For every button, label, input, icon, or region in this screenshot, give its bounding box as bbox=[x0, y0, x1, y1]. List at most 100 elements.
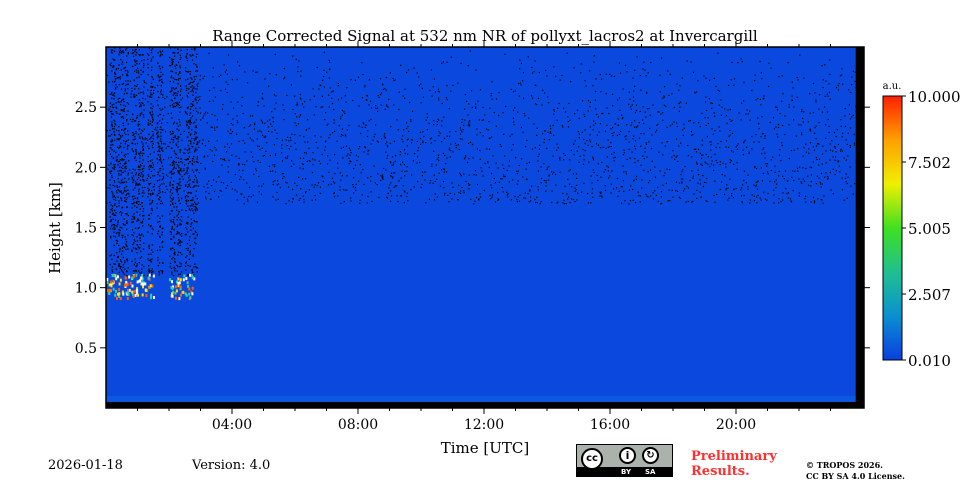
noise-pixel bbox=[122, 124, 125, 127]
noise-pixel bbox=[138, 169, 140, 171]
noise-pixel bbox=[196, 110, 198, 112]
noise-pixel bbox=[758, 141, 760, 143]
noise-pixel bbox=[115, 232, 117, 234]
noise-pixel bbox=[344, 112, 346, 115]
noise-pixel bbox=[174, 88, 176, 90]
cloud-pixel bbox=[125, 283, 128, 287]
noise-pixel bbox=[551, 201, 553, 204]
noise-pixel bbox=[181, 220, 183, 222]
noise-pixel bbox=[573, 143, 575, 146]
noise-pixel bbox=[178, 161, 180, 164]
noise-pixel bbox=[124, 128, 127, 130]
noise-pixel bbox=[291, 188, 294, 191]
noise-pixel bbox=[222, 182, 225, 184]
noise-pixel bbox=[522, 80, 524, 82]
noise-pixel bbox=[167, 175, 169, 178]
noise-pixel bbox=[392, 77, 394, 80]
noise-pixel bbox=[837, 143, 840, 146]
noise-pixel bbox=[774, 171, 776, 173]
noise-pixel bbox=[172, 94, 174, 96]
noise-pixel bbox=[120, 146, 122, 148]
noise-pixel bbox=[359, 199, 361, 202]
noise-pixel bbox=[158, 65, 161, 67]
noise-pixel bbox=[538, 153, 540, 155]
noise-pixel bbox=[503, 133, 505, 135]
noise-pixel bbox=[562, 126, 564, 128]
noise-pixel bbox=[108, 109, 110, 112]
noise-pixel bbox=[809, 112, 811, 114]
noise-pixel bbox=[493, 112, 495, 114]
noise-pixel bbox=[852, 114, 854, 116]
noise-pixel bbox=[316, 66, 318, 69]
noise-pixel bbox=[841, 150, 843, 152]
noise-pixel bbox=[685, 201, 687, 203]
noise-pixel bbox=[370, 191, 372, 193]
noise-pixel bbox=[731, 61, 733, 64]
noise-pixel bbox=[319, 163, 322, 165]
noise-pixel bbox=[478, 198, 480, 200]
noise-pixel bbox=[818, 121, 820, 124]
noise-pixel bbox=[125, 238, 127, 241]
noise-pixel bbox=[171, 273, 173, 275]
noise-pixel bbox=[838, 165, 840, 167]
noise-pixel bbox=[488, 166, 490, 169]
noise-pixel bbox=[248, 125, 250, 127]
noise-pixel bbox=[196, 181, 198, 183]
noise-pixel bbox=[115, 107, 118, 109]
noise-pixel bbox=[120, 136, 122, 138]
noise-pixel bbox=[851, 116, 853, 118]
noise-pixel bbox=[140, 91, 142, 94]
noise-pixel bbox=[172, 77, 174, 79]
noise-pixel bbox=[195, 221, 197, 223]
noise-pixel bbox=[109, 135, 111, 137]
noise-pixel bbox=[680, 142, 682, 144]
noise-pixel bbox=[731, 193, 733, 195]
noise-pixel bbox=[845, 159, 847, 161]
noise-pixel bbox=[822, 202, 824, 204]
noise-pixel bbox=[638, 137, 641, 139]
noise-pixel bbox=[339, 186, 341, 188]
noise-pixel bbox=[383, 135, 385, 137]
heatmap-background bbox=[106, 47, 864, 408]
cc-license-badge[interactable]: cc i ↻ BY SA bbox=[576, 444, 673, 477]
noise-pixel bbox=[156, 99, 158, 102]
noise-pixel bbox=[776, 109, 779, 111]
noise-pixel bbox=[236, 115, 238, 117]
noise-pixel bbox=[260, 131, 263, 133]
noise-pixel bbox=[150, 103, 152, 105]
noise-pixel bbox=[622, 154, 625, 156]
noise-pixel bbox=[212, 100, 214, 102]
noise-pixel bbox=[853, 133, 855, 136]
noise-pixel bbox=[193, 80, 195, 82]
noise-pixel bbox=[112, 218, 114, 220]
noise-pixel bbox=[634, 69, 636, 71]
noise-pixel bbox=[274, 53, 276, 56]
noise-pixel bbox=[567, 196, 570, 198]
noise-pixel bbox=[576, 184, 578, 186]
noise-pixel bbox=[515, 157, 517, 159]
noise-pixel bbox=[582, 148, 584, 151]
noise-pixel bbox=[180, 197, 183, 200]
noise-pixel bbox=[390, 175, 392, 177]
noise-pixel bbox=[630, 108, 632, 110]
noise-pixel bbox=[443, 168, 445, 170]
noise-pixel bbox=[141, 186, 144, 189]
noise-pixel bbox=[149, 199, 151, 201]
noise-pixel bbox=[438, 97, 440, 99]
noise-pixel bbox=[545, 182, 547, 184]
cloud-pixel bbox=[188, 287, 191, 291]
noise-pixel bbox=[120, 142, 122, 145]
noise-pixel bbox=[177, 193, 179, 196]
noise-pixel bbox=[704, 161, 706, 163]
noise-pixel bbox=[794, 170, 796, 172]
noise-pixel bbox=[546, 168, 548, 171]
noise-pixel bbox=[113, 224, 115, 226]
noise-pixel bbox=[400, 177, 402, 179]
noise-pixel bbox=[467, 65, 469, 67]
noise-pixel bbox=[230, 122, 232, 125]
noise-pixel bbox=[746, 146, 748, 148]
noise-pixel bbox=[718, 126, 720, 128]
noise-pixel bbox=[120, 265, 122, 268]
noise-pixel bbox=[424, 179, 426, 181]
noise-pixel bbox=[337, 167, 339, 169]
